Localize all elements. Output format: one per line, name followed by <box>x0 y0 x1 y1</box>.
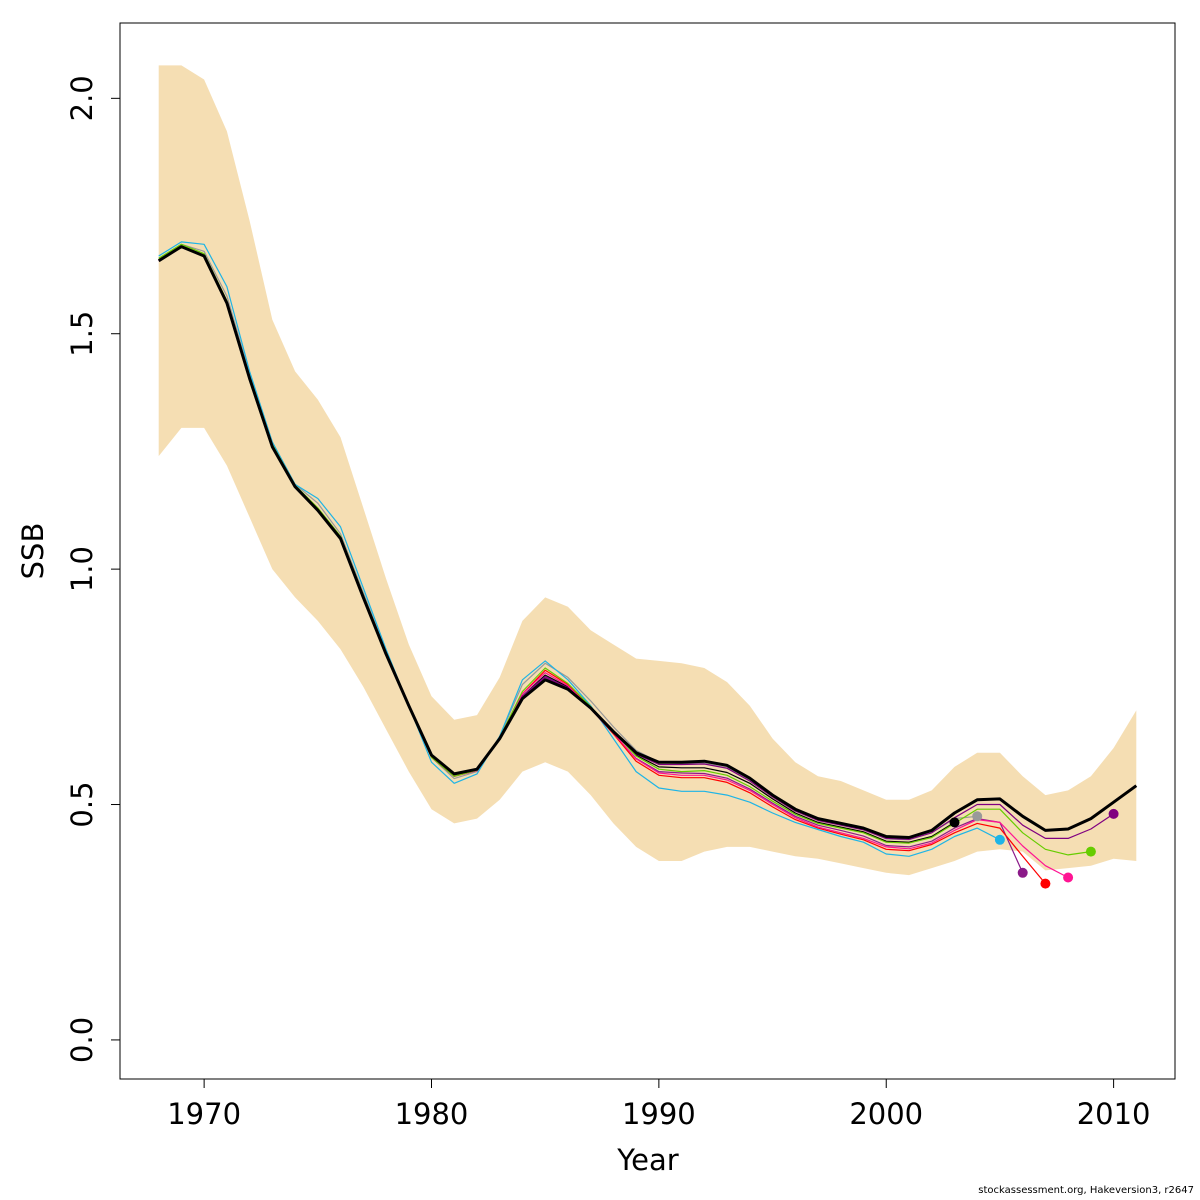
y-tick-label-4: 2.0 <box>65 75 99 121</box>
series-end-point-3 <box>994 834 1005 845</box>
x-tick-label-1980: 1980 <box>395 1097 469 1131</box>
x-tick-label-2000: 2000 <box>849 1097 923 1131</box>
series-line-0 <box>157 245 1138 839</box>
confidence-band <box>158 65 1137 876</box>
x-tick-label-2010: 2010 <box>1077 1097 1151 1131</box>
x-axis: 1970 1980 1990 2000 2010 <box>167 1079 1151 1131</box>
series-end-point-2 <box>972 811 983 822</box>
series-end-point-5 <box>1040 878 1051 889</box>
series-end-point-4 <box>1017 867 1028 878</box>
y-tick-label-3: 1.5 <box>65 311 99 357</box>
series-end-point-7 <box>1085 846 1096 857</box>
marker-layer <box>949 808 1119 889</box>
series-end-point-6 <box>1063 872 1074 883</box>
y-tick-label-0: 0.0 <box>65 1017 99 1063</box>
series-end-point-8 <box>1108 808 1119 819</box>
y-tick-label-2: 1.0 <box>65 546 99 592</box>
x-axis-title: Year <box>616 1143 678 1177</box>
x-tick-label-1990: 1990 <box>622 1097 696 1131</box>
y-tick-label-1: 0.5 <box>65 781 99 827</box>
x-tick-label-1970: 1970 <box>167 1097 241 1131</box>
plot-frame <box>119 22 1176 1080</box>
y-axis: 0.0 0.5 1.0 1.5 2.0 <box>65 75 120 1063</box>
y-axis-title: SSB <box>16 523 50 580</box>
credit-text: stockassessment.org, Hakeversion3, r2647 <box>978 1185 1194 1196</box>
series-end-point-1 <box>949 817 960 828</box>
series-line-3 <box>158 241 1001 857</box>
confidence-band-layer <box>158 65 1137 876</box>
